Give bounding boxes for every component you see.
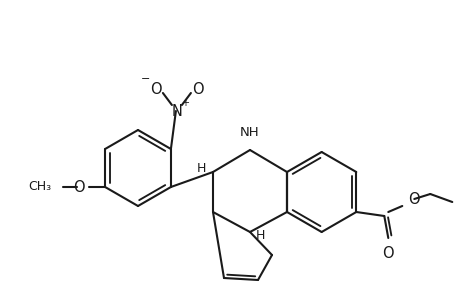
Text: O: O	[73, 179, 85, 194]
Text: −: −	[141, 74, 150, 84]
Text: O: O	[150, 82, 162, 97]
Text: H: H	[255, 230, 264, 242]
Text: CH₃: CH₃	[28, 181, 51, 194]
Text: O: O	[408, 193, 419, 208]
Text: NH: NH	[240, 126, 259, 139]
Text: O: O	[192, 82, 203, 97]
Text: +: +	[180, 98, 189, 108]
Text: H: H	[196, 161, 205, 175]
Text: N: N	[171, 103, 182, 118]
Text: O: O	[381, 246, 393, 261]
